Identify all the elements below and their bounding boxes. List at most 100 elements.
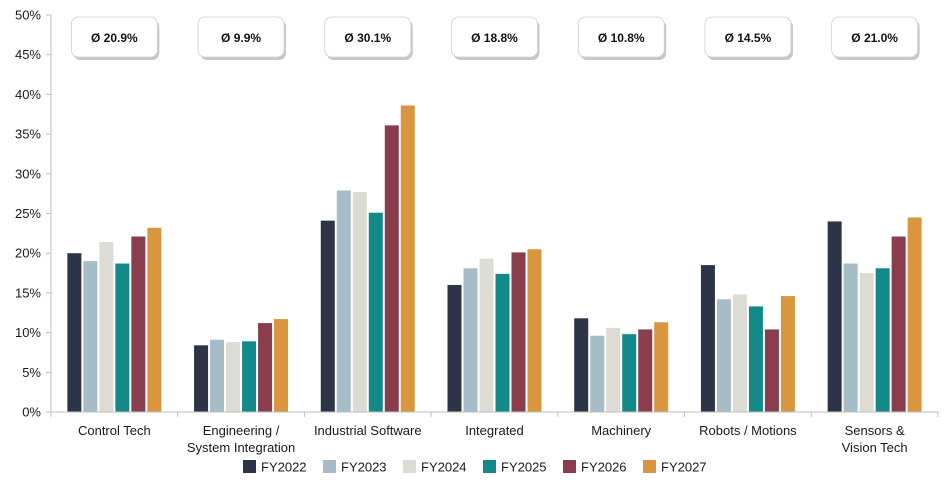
bar-fy2027 <box>780 296 795 412</box>
y-tick-label: 35% <box>15 127 41 142</box>
bar-fy2023 <box>83 261 98 412</box>
bar-fy2026 <box>258 323 273 412</box>
y-tick-label: 15% <box>15 285 41 300</box>
bar-fy2026 <box>764 329 779 412</box>
legend-label: FY2023 <box>341 460 387 475</box>
bar-fy2023 <box>716 299 731 412</box>
average-box: Ø 18.8% <box>451 16 540 60</box>
bar-fy2024 <box>859 273 874 412</box>
legend-label: FY2027 <box>661 460 707 475</box>
average-label: Ø 18.8% <box>471 31 518 45</box>
bar-fy2023 <box>336 190 351 412</box>
bar-fy2025 <box>368 212 383 412</box>
average-box-bg <box>577 16 665 58</box>
y-tick-label: 30% <box>15 166 41 181</box>
bar-fy2027 <box>527 249 542 412</box>
average-label: Ø 14.5% <box>725 31 772 45</box>
bar-fy2025 <box>622 334 637 412</box>
category-label: Vision Tech <box>842 440 908 455</box>
legend-swatch <box>243 460 256 473</box>
y-tick-label: 5% <box>22 365 41 380</box>
average-label: Ø 20.9% <box>91 31 138 45</box>
legend-label: FY2026 <box>581 460 627 475</box>
legend-swatch <box>643 460 656 473</box>
bar-fy2027 <box>147 227 162 412</box>
bars <box>67 105 922 413</box>
bar-fy2023 <box>590 335 605 412</box>
y-tick-label: 45% <box>15 47 41 62</box>
bar-fy2022 <box>67 253 82 412</box>
category-label: Integrated <box>465 423 524 438</box>
bar-fy2027 <box>654 322 669 412</box>
average-box-bg <box>704 16 792 58</box>
y-axis: 0% 5% 10% 15% 20% 25% 30% 35% 40% 45% 50% <box>15 8 52 420</box>
average-boxes: Ø 20.9% Ø 9.9% Ø 30.1% Ø 18.8% Ø 10.8% Ø 14.5… <box>70 16 920 60</box>
bar-fy2023 <box>463 268 478 412</box>
legend-swatch <box>403 460 416 473</box>
x-axis: Control Tech Engineering / System Integrat… <box>50 411 939 455</box>
average-box: Ø 30.1% <box>324 16 413 60</box>
category-label: System Integration <box>187 440 295 455</box>
bar-fy2025 <box>875 268 890 412</box>
bar-fy2024 <box>606 327 621 412</box>
average-box-bg <box>197 16 285 58</box>
legend-swatch <box>323 460 336 473</box>
y-tick-label: 20% <box>15 246 41 261</box>
category-label: Industrial Software <box>314 423 422 438</box>
legend-item: FY2023 <box>323 460 387 475</box>
average-box: Ø 9.9% <box>197 16 287 60</box>
bar-fy2026 <box>638 329 653 412</box>
bar-fy2027 <box>907 217 922 412</box>
bar-fy2024 <box>352 192 367 412</box>
average-box: Ø 20.9% <box>70 16 160 60</box>
bar-fy2023 <box>843 263 858 412</box>
y-tick-label: 0% <box>22 405 41 420</box>
y-tick-label: 40% <box>15 87 41 102</box>
legend-item: FY2026 <box>563 460 627 475</box>
legend: FY2022 FY2023 FY2024 FY2025 FY2026 FY2027 <box>243 460 707 475</box>
legend-label: FY2025 <box>501 460 547 475</box>
y-tick-label: 10% <box>15 325 41 340</box>
legend-swatch <box>483 460 496 473</box>
bar-fy2022 <box>320 220 335 412</box>
bar-fy2024 <box>732 294 747 412</box>
bar-fy2023 <box>210 339 225 412</box>
average-label: Ø 10.8% <box>598 31 645 45</box>
bar-fy2026 <box>384 125 399 412</box>
category-label: Machinery <box>591 423 651 438</box>
bar-fy2026 <box>131 236 146 412</box>
average-box-bg <box>70 16 158 58</box>
legend-item: FY2025 <box>483 460 547 475</box>
bar-fy2027 <box>400 105 415 413</box>
average-box-bg <box>451 16 538 58</box>
bar-fy2026 <box>891 236 906 412</box>
average-box-bg <box>324 16 412 58</box>
bar-fy2022 <box>447 284 462 412</box>
legend-item: FY2022 <box>243 460 307 475</box>
bar-fy2024 <box>99 242 114 412</box>
y-tick-label: 50% <box>15 8 41 23</box>
bar-fy2022 <box>574 318 589 412</box>
bar-fy2022 <box>700 265 715 412</box>
bar-fy2026 <box>511 252 526 412</box>
bar-fy2024 <box>479 258 494 412</box>
bar-fy2025 <box>242 341 257 412</box>
average-box-bg <box>831 16 919 58</box>
legend-swatch <box>563 460 576 473</box>
category-label: Sensors & <box>845 423 905 438</box>
legend-label: FY2022 <box>261 460 307 475</box>
average-box: Ø 21.0% <box>831 16 920 60</box>
average-label: Ø 21.0% <box>851 31 898 45</box>
bar-fy2025 <box>115 263 130 412</box>
average-label: Ø 30.1% <box>344 31 391 45</box>
average-box: Ø 14.5% <box>704 16 793 60</box>
bar-fy2025 <box>495 273 510 412</box>
category-label: Robots / Motions <box>699 423 797 438</box>
legend-item: FY2027 <box>643 460 707 475</box>
bar-fy2022 <box>194 345 209 412</box>
category-label: Control Tech <box>78 423 151 438</box>
average-label: Ø 9.9% <box>221 31 261 45</box>
bar-fy2025 <box>748 306 763 412</box>
bar-fy2024 <box>226 342 241 412</box>
